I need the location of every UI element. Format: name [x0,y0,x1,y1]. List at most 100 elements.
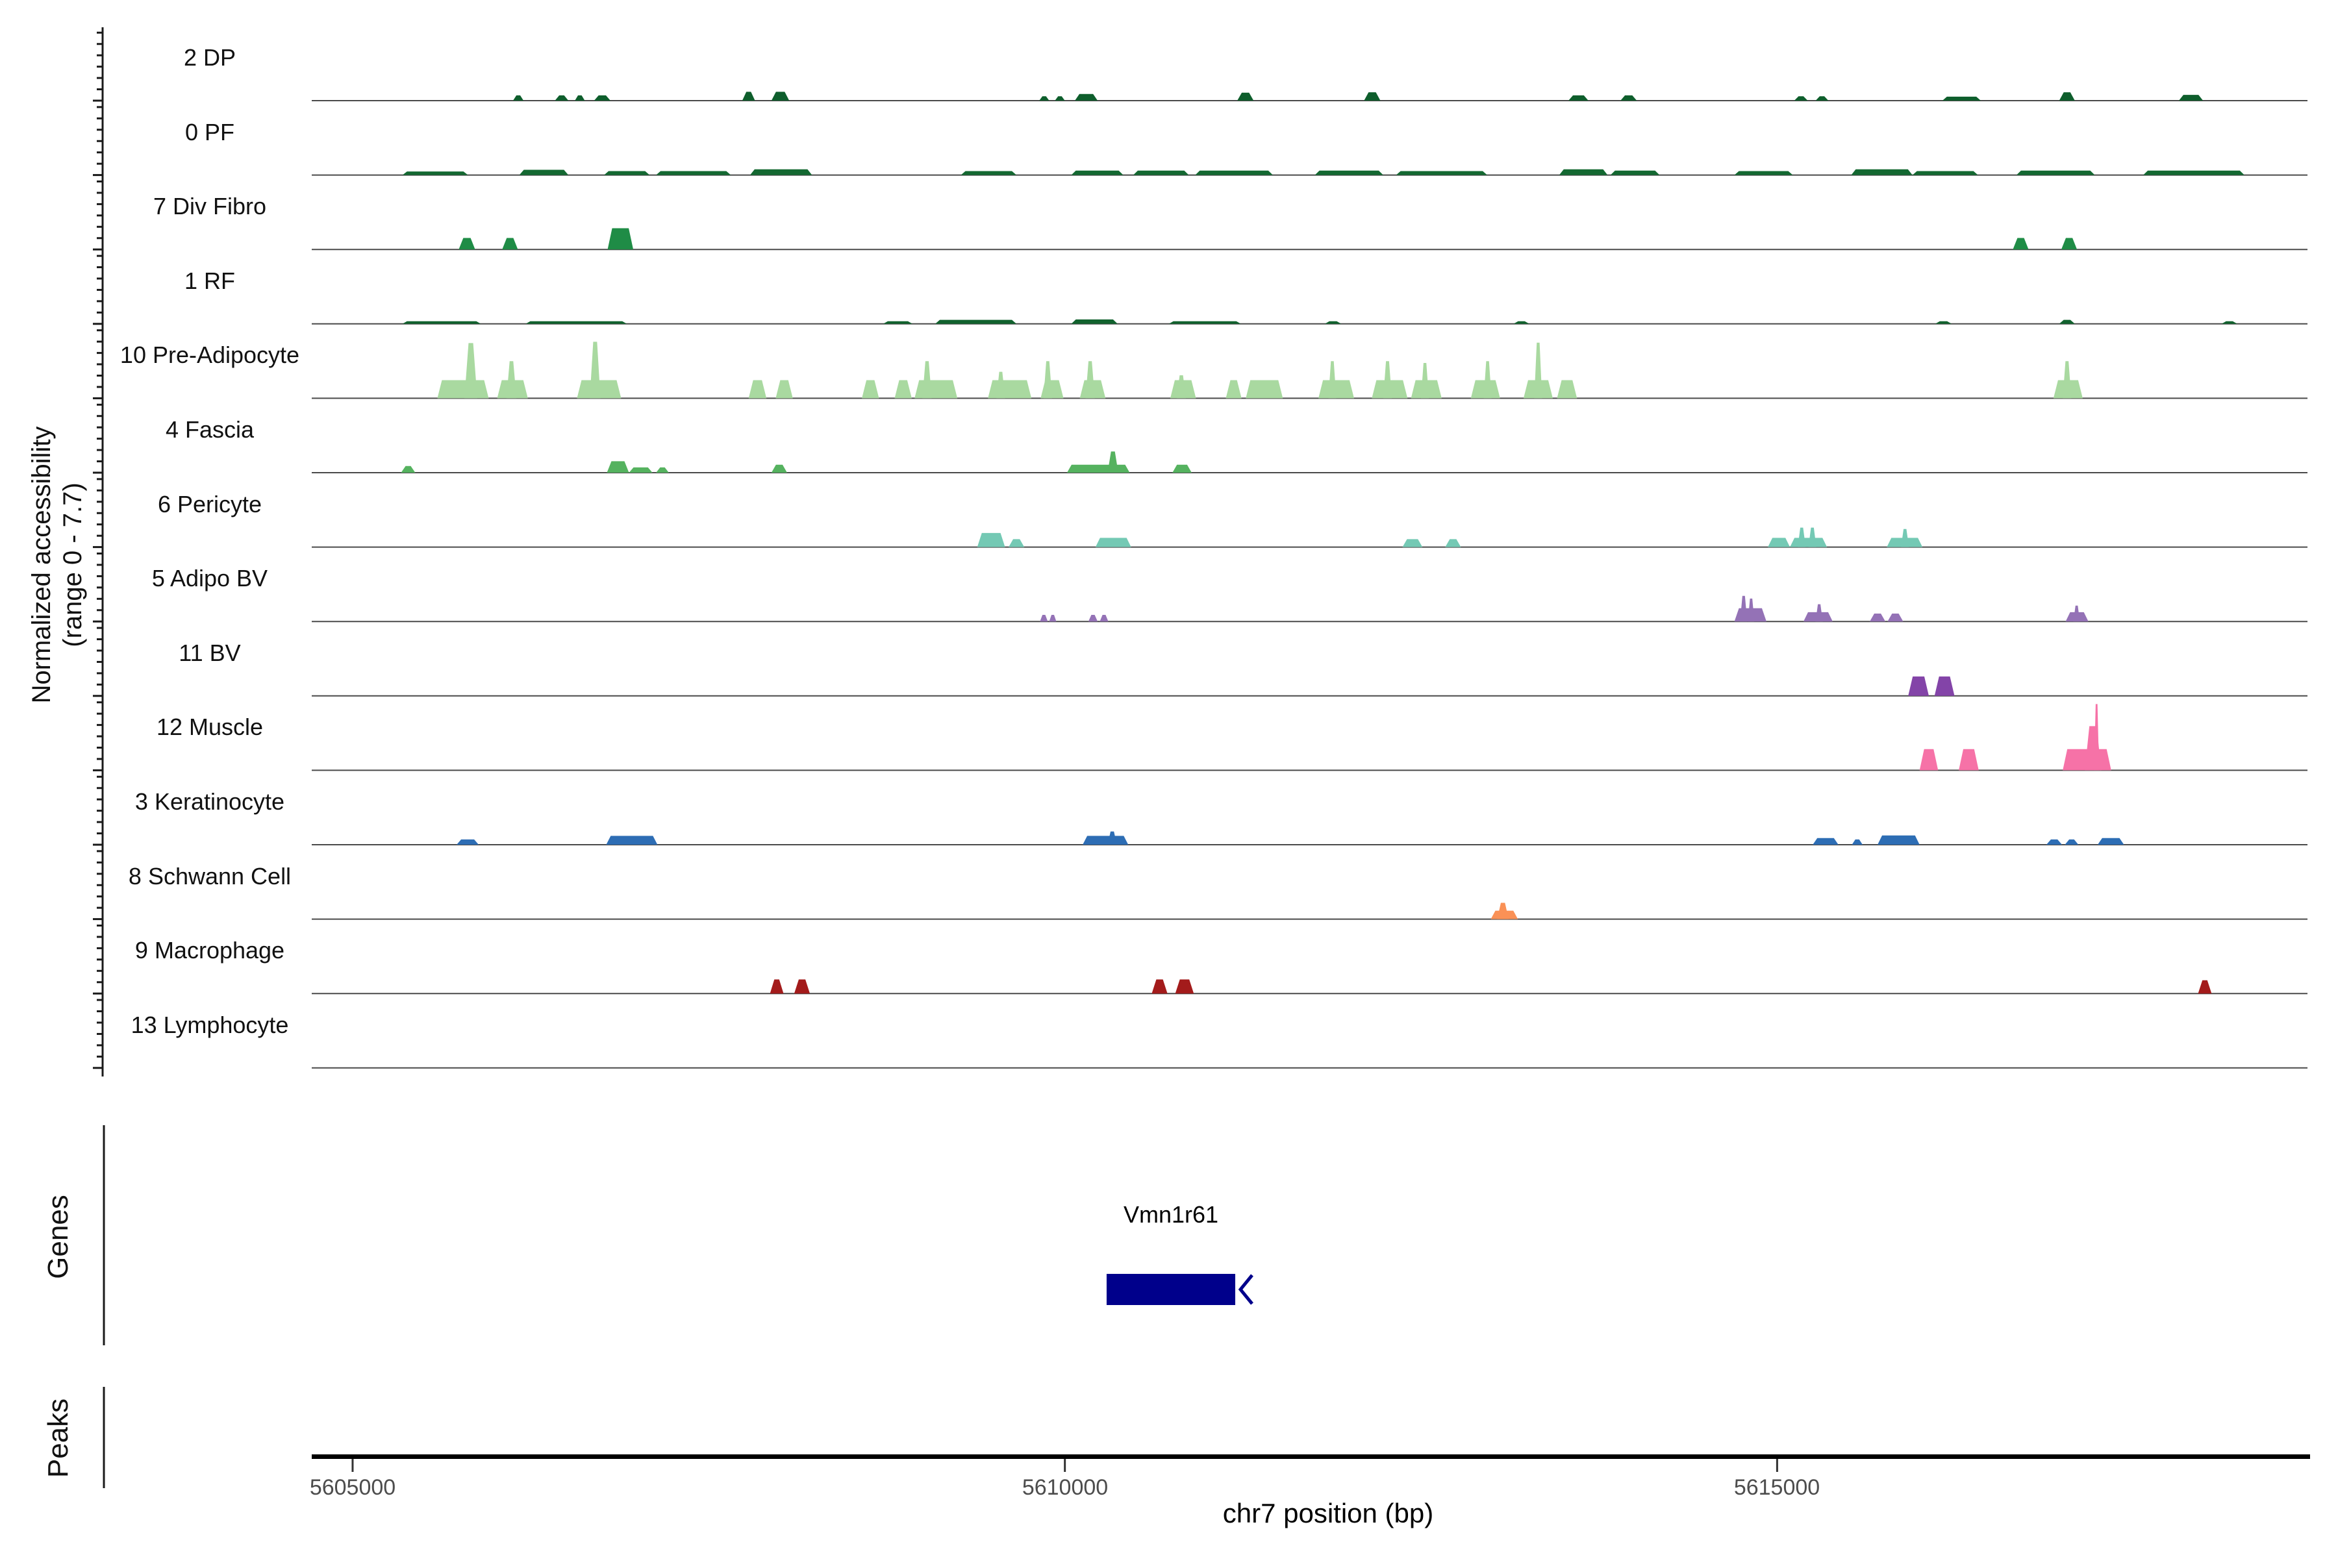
signal-peak [1066,464,1130,473]
track-label-11-bv: 11 BV [179,640,241,666]
signal-peak [1172,464,1192,473]
signal-peak [1610,170,1660,175]
signal-peak [1151,979,1168,994]
signal-peak [594,95,610,101]
signal-peak [2073,605,2080,622]
track-2-dp [312,92,2307,101]
signal-peak [555,95,569,101]
signal-peak [1364,92,1381,101]
track-label-5-adipo-bv: 5 Adipo BV [151,565,268,591]
signal-peak [1107,831,1117,845]
signal-peak [437,380,489,399]
signal-peak [2097,838,2124,845]
signal-peak [656,171,731,175]
track-label-12-muscle: 12 Muscle [156,714,264,740]
signal-peak [988,380,1032,399]
signal-peak [2013,238,2029,250]
signal-peak [794,979,811,994]
signal-peak [770,979,784,994]
signal-peak [519,169,569,175]
signal-peak [1497,902,1509,919]
x-axis-line [312,1454,2310,1459]
signal-peak [1237,92,1254,101]
track-label-1-rf: 1 RF [184,268,235,294]
signal-peak [748,380,767,399]
signal-peak [1055,96,1065,101]
signal-peak [402,171,468,175]
gene-name-label: Vmn1r61 [1123,1201,1219,1228]
signal-peak [402,321,481,324]
signal-peak [512,95,524,101]
track-4-fascia [312,451,2307,473]
track-8-schwann-cell [312,902,2307,920]
signal-peak [1912,171,1978,175]
signal-peak [1942,96,1981,101]
track-label-3-keratinocyte: 3 Keratinocyte [134,788,285,815]
signal-peak [1959,749,1979,771]
gene-strand-arrow-icon [1238,1274,1253,1305]
signal-peak [1195,170,1273,175]
peaks-section-label: Peaks [42,1398,74,1478]
signal-peak [1085,361,1095,399]
signal-peak [1794,96,1808,101]
signal-peak [1383,361,1392,399]
x-tick-label-5605000: 5605000 [309,1475,396,1500]
track-label-2-dp: 2 DP [183,44,236,71]
signal-peak [1246,380,1283,399]
track-5-adipo-bv [312,595,2307,623]
signal-peak [1318,380,1354,399]
signal-peak [914,380,958,399]
signal-peak [457,839,479,845]
signal-peak [604,171,650,175]
signal-peak [1039,96,1050,101]
signal-peak [1748,598,1755,622]
signal-peak [1314,170,1383,175]
track-label-8-schwann-cell: 8 Schwann Cell [128,863,292,890]
signal-peak [1402,539,1423,547]
signal-peak [935,319,1017,324]
x-tick-label-5615000: 5615000 [1733,1475,1820,1500]
signal-peak [775,380,793,399]
signal-peak [1071,170,1124,175]
track-10-pre-adipocyte [312,342,2307,399]
signal-peak [1798,527,1806,547]
signal-peak [922,361,932,399]
signal-peak [771,92,790,101]
signal-peak [1075,93,1098,101]
signal-peak [2221,321,2237,324]
signal-peak [1901,529,1909,547]
signal-peak [1808,527,1816,547]
track-3-keratinocyte [312,831,2307,845]
signal-peak [2094,704,2100,771]
signal-peak [1851,169,1913,175]
y-axis-label-line1: Normalized accessibility [27,426,56,704]
signal-peak [1513,321,1529,324]
signal-peak [1568,95,1589,101]
signal-peak [2059,319,2075,324]
signal-peak [2016,170,2095,175]
signal-peak [1935,321,1952,324]
signal-peak [1043,361,1052,399]
x-axis-title: chr7 position (bp) [1222,1498,1434,1528]
signal-peak [401,466,416,473]
signal-peak [1620,95,1637,101]
signal-peak [1887,613,1904,622]
signal-peak [1421,363,1429,399]
signal-peak [1088,615,1098,622]
signal-peak [459,238,475,250]
signal-peak [862,380,879,399]
signal-peak [1095,538,1131,547]
x-tick-label-5610000: 5610000 [1022,1475,1109,1500]
signal-peak [590,342,601,399]
signal-peak [1445,539,1461,547]
signal-peak [1557,380,1578,399]
signal-peak [1226,380,1242,399]
signal-peak [1878,835,1920,845]
signal-peak [1083,836,1129,845]
track-label-0-pf: 0 PF [184,119,235,145]
signal-peak [1813,838,1839,845]
track-label-10-pre-adipocyte: 10 Pre-Adipocyte [119,342,300,368]
signal-peak [742,92,755,101]
signal-peak [1815,604,1823,622]
